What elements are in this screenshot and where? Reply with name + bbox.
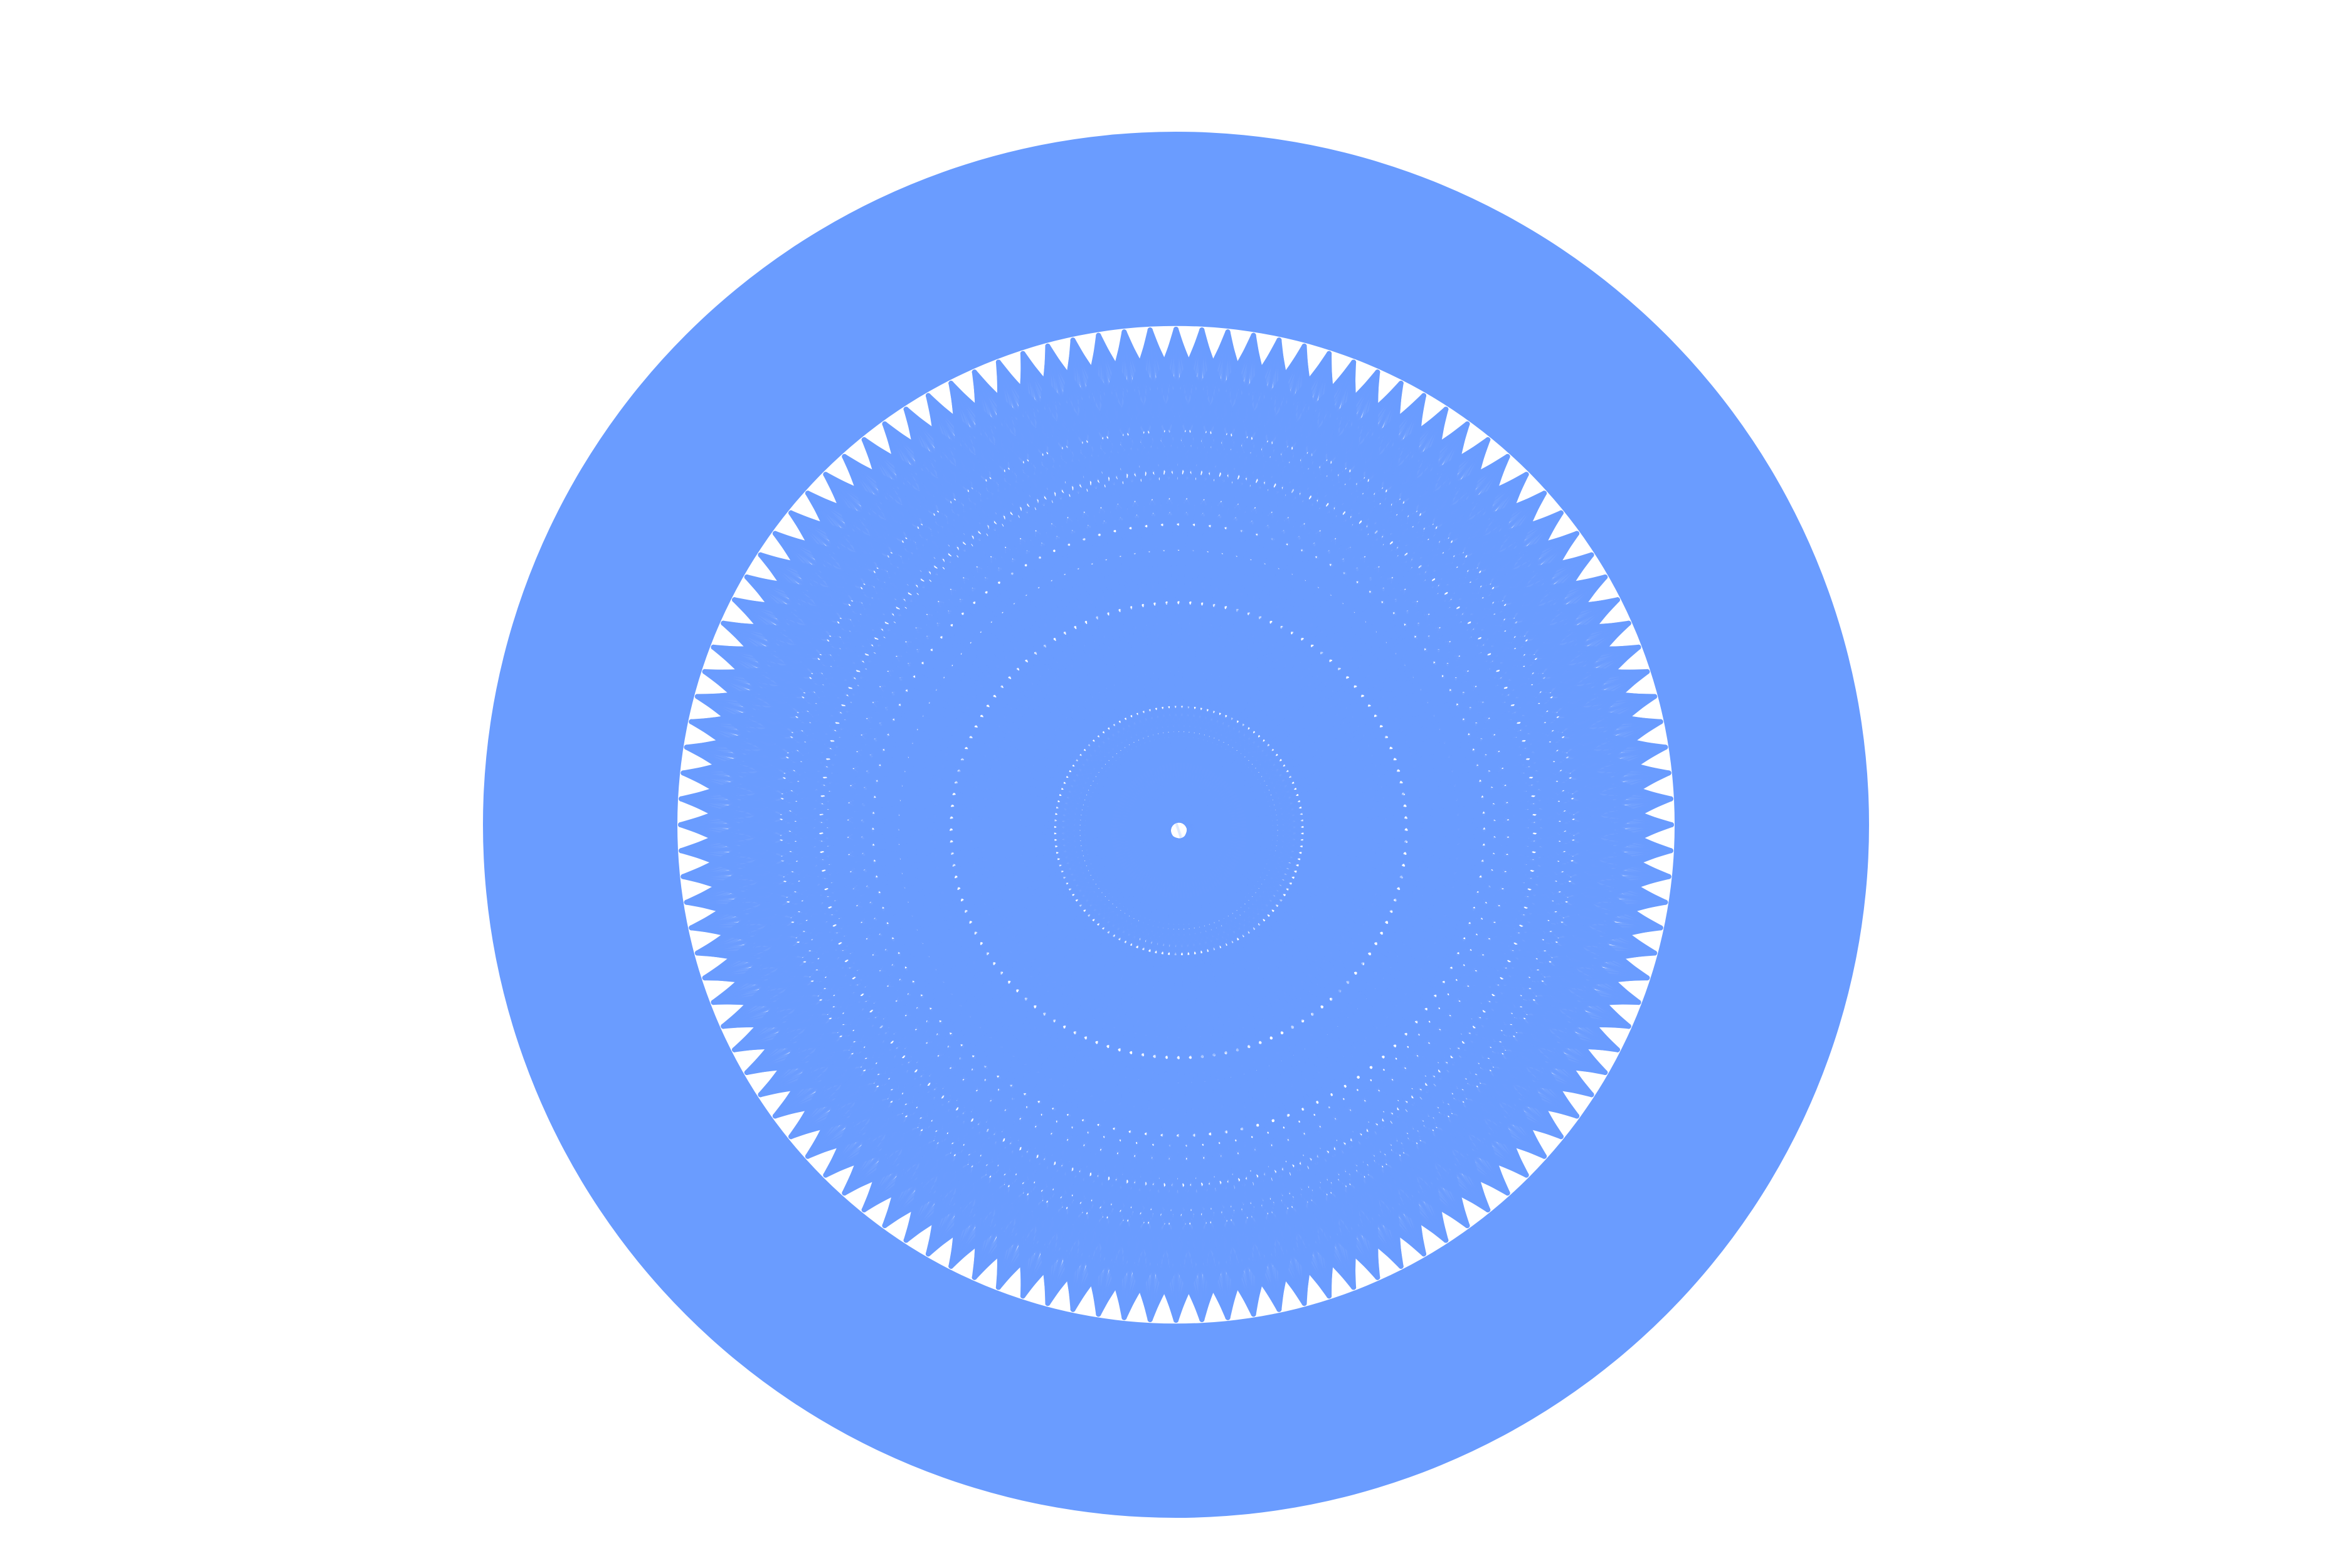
network-edge (1148, 327, 1230, 1320)
chord-edge-layer (678, 327, 1674, 1323)
